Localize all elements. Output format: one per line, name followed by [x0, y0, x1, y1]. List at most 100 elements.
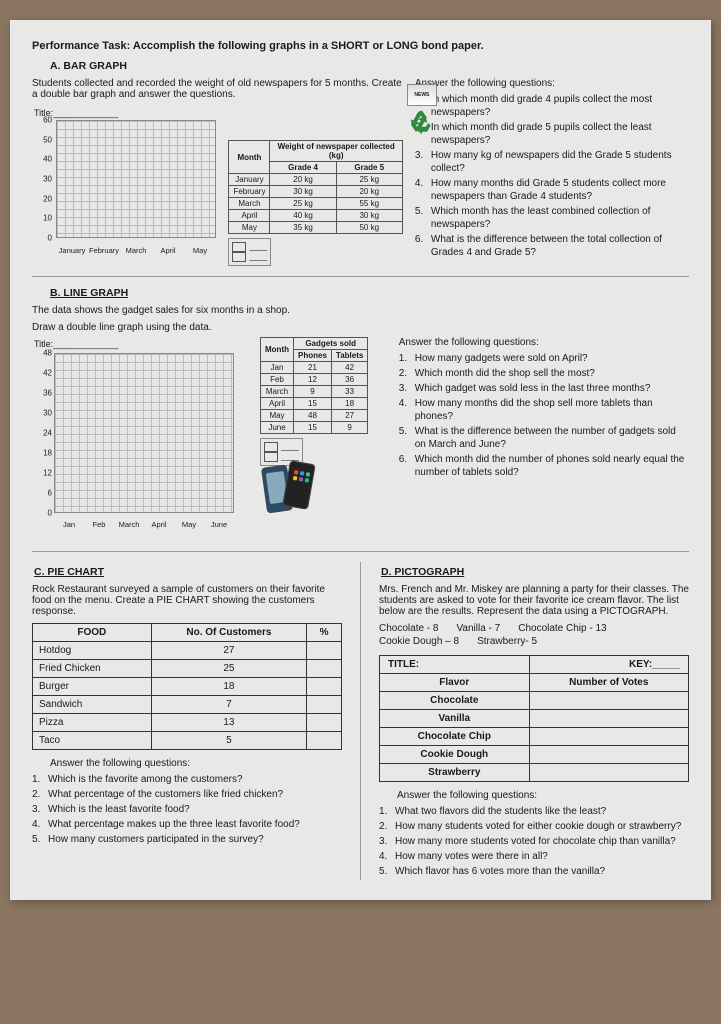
b-questions: 1.How many gadgets were sold on April?2.…	[399, 352, 689, 479]
table-cell: Taco	[33, 732, 152, 750]
a-qhead: Answer the following questions:	[415, 78, 689, 89]
section-b-label: B. LINE GRAPH	[50, 287, 689, 299]
table-cell	[307, 732, 342, 750]
question-text: In which month did grade 4 pupils collec…	[431, 93, 689, 119]
table-cell: 9	[331, 422, 367, 434]
bottom-row: C. PIE CHART Rock Restaurant surveyed a …	[32, 562, 689, 880]
d-col-flavor: Flavor	[380, 674, 530, 692]
table-cell: 20 kg	[336, 186, 402, 198]
table-cell: 5	[151, 732, 307, 750]
question-text: Which month did the number of phones sol…	[415, 453, 689, 479]
question-text: In which month did grade 5 pupils collec…	[431, 121, 689, 147]
question-text: Which month has the least combined colle…	[431, 205, 689, 231]
table-cell: 25	[151, 660, 307, 678]
a-tbl-head: Weight of newspaper collected (kg)	[270, 141, 402, 162]
table-cell: Burger	[33, 678, 152, 696]
d-item: Vanilla - 7	[456, 623, 500, 634]
table-cell: 30 kg	[270, 186, 336, 198]
table-cell: 15	[294, 422, 332, 434]
a-col-month: Month	[229, 141, 270, 174]
table-cell: Jan	[261, 362, 294, 374]
table-cell	[529, 710, 688, 728]
table-cell: Vanilla	[380, 710, 530, 728]
table-cell: Pizza	[33, 714, 152, 732]
table-cell	[529, 746, 688, 764]
b-col-tb: Tablets	[331, 350, 367, 362]
phones-icon	[264, 458, 324, 518]
question-text: How many more students voted for chocola…	[395, 835, 689, 848]
table-cell: 20 kg	[270, 174, 336, 186]
section-b: Title:_____________ 4842363024181260 Jan…	[32, 337, 689, 541]
table-cell: March	[229, 198, 270, 210]
main-title: Performance Task: Accomplish the followi…	[32, 40, 689, 52]
table-cell: Feb	[261, 374, 294, 386]
table-cell: Fried Chicken	[33, 660, 152, 678]
line-chart-grid: Title:_____________ 4842363024181260 Jan…	[34, 339, 254, 539]
b-intro2: Draw a double line graph using the data.	[32, 322, 689, 333]
question-text: Which flavor has 6 votes more than the v…	[395, 865, 689, 878]
table-cell: 18	[151, 678, 307, 696]
question-text: How many months did the shop sell more t…	[415, 397, 689, 423]
table-cell: 21	[294, 362, 332, 374]
a-questions: 1.In which month did grade 4 pupils coll…	[415, 93, 689, 259]
d-tbl-title: TITLE:	[380, 656, 530, 674]
table-cell: 27	[151, 642, 307, 660]
section-a: Students collected and recorded the weig…	[32, 78, 689, 266]
table-cell: 50 kg	[336, 222, 402, 234]
a-chart-title: Title:_____________	[34, 108, 222, 118]
question-text: How many customers participated in the s…	[48, 833, 342, 846]
recycle-icon	[407, 108, 437, 138]
table-cell: 40 kg	[270, 210, 336, 222]
a-legend: ____ ____	[228, 238, 271, 266]
table-cell: 13	[151, 714, 307, 732]
table-cell: 18	[331, 398, 367, 410]
section-c: C. PIE CHART Rock Restaurant surveyed a …	[32, 562, 342, 880]
a-col-g4: Grade 4	[270, 162, 336, 174]
table-cell	[307, 642, 342, 660]
section-d-label: D. PICTOGRAPH	[381, 566, 689, 578]
question-text: How many months did Grade 5 students col…	[431, 177, 689, 203]
table-cell: March	[261, 386, 294, 398]
table-cell: 55 kg	[336, 198, 402, 210]
table-cell: May	[229, 222, 270, 234]
b-chart-title: Title:_____________	[34, 339, 254, 349]
question-text: Which month did the shop sell the most?	[415, 367, 689, 380]
d-intro: Mrs. French and Mr. Miskey are planning …	[379, 584, 689, 617]
b-tbl-head: Gadgets sold	[294, 338, 368, 350]
question-text: What percentage makes up the three least…	[48, 818, 342, 831]
table-cell: Strawberry	[380, 764, 530, 782]
table-cell: 12	[294, 374, 332, 386]
table-cell: 25 kg	[336, 174, 402, 186]
table-cell	[529, 764, 688, 782]
table-cell: April	[229, 210, 270, 222]
table-cell: Sandwich	[33, 696, 152, 714]
table-cell: May	[261, 410, 294, 422]
d-item: Chocolate Chip - 13	[518, 623, 606, 634]
b-data-table: MonthGadgets sold PhonesTablets Jan2142F…	[260, 337, 368, 434]
table-cell: June	[261, 422, 294, 434]
table-cell: 35 kg	[270, 222, 336, 234]
worksheet-page: Performance Task: Accomplish the followi…	[10, 20, 711, 900]
table-cell: 27	[331, 410, 367, 422]
section-a-label: A. BAR GRAPH	[50, 60, 689, 72]
d-col-votes: Number of Votes	[529, 674, 688, 692]
d-item: Cookie Dough – 8	[379, 636, 459, 647]
table-cell: Cookie Dough	[380, 746, 530, 764]
table-cell: February	[229, 186, 270, 198]
c-questions: 1.Which is the favorite among the custom…	[32, 773, 342, 846]
question-text: What two flavors did the students like t…	[395, 805, 689, 818]
question-text: What percentage of the customers like fr…	[48, 788, 342, 801]
d-item: Chocolate - 8	[379, 623, 438, 634]
c-col-num: No. Of Customers	[151, 624, 307, 642]
d-tbl-key: KEY:_____	[529, 656, 688, 674]
table-cell: Chocolate Chip	[380, 728, 530, 746]
d-qhead: Answer the following questions:	[397, 790, 689, 801]
table-cell	[307, 660, 342, 678]
question-text: What is the difference between the total…	[431, 233, 689, 259]
question-text: What is the difference between the numbe…	[415, 425, 689, 451]
c-intro: Rock Restaurant surveyed a sample of cus…	[32, 584, 342, 617]
question-text: Which is the favorite among the customer…	[48, 773, 342, 786]
table-cell: January	[229, 174, 270, 186]
a-data-table: MonthWeight of newspaper collected (kg) …	[228, 140, 402, 234]
c-qhead: Answer the following questions:	[50, 758, 342, 769]
